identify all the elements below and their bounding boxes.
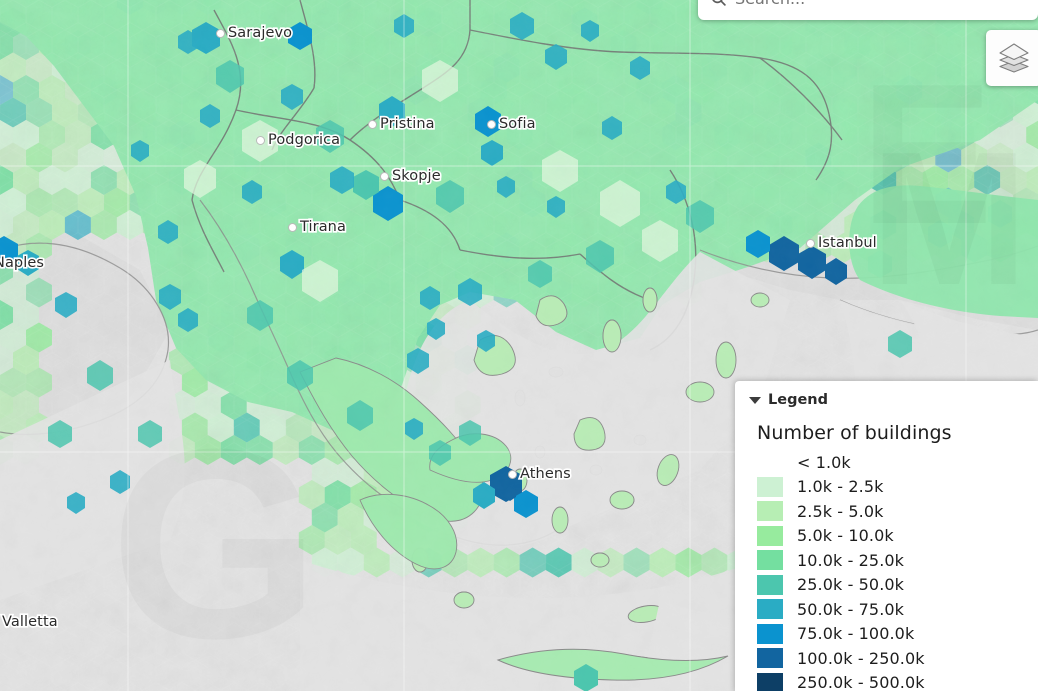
- legend-entry[interactable]: 50.0k - 75.0k: [757, 597, 1038, 622]
- legend-entry[interactable]: 75.0k - 100.0k: [757, 622, 1038, 647]
- legend-entry-label: 5.0k - 10.0k: [797, 526, 894, 546]
- legend-entry[interactable]: 5.0k - 10.0k: [757, 524, 1038, 549]
- legend-swatch: [757, 550, 783, 571]
- legend-swatch: [757, 599, 783, 620]
- legend-entry-list: < 1.0k 1.0k - 2.5k 2.5k - 5.0k 5.0k - 10.0k…: [757, 450, 1038, 691]
- legend-swatch: [757, 476, 783, 497]
- layers-stack-icon: [999, 43, 1029, 73]
- layers-control-button[interactable]: [986, 30, 1038, 86]
- legend-swatch: [757, 574, 783, 595]
- legend-swatch: [757, 525, 783, 546]
- legend-entry[interactable]: < 1.0k: [757, 450, 1038, 475]
- legend-swatch: [757, 672, 783, 691]
- legend-entry-label: 250.0k - 500.0k: [797, 673, 925, 691]
- search-input[interactable]: [735, 0, 1026, 8]
- search-icon: [710, 0, 727, 7]
- legend-entry-label: 25.0k - 50.0k: [797, 575, 905, 595]
- chevron-down-icon[interactable]: [749, 396, 761, 404]
- legend-panel[interactable]: Legend Number of buildings < 1.0k 1.0k - …: [735, 381, 1038, 691]
- legend-entry[interactable]: 2.5k - 5.0k: [757, 499, 1038, 524]
- legend-entry-label: 50.0k - 75.0k: [797, 599, 905, 619]
- legend-entry[interactable]: 100.0k - 250.0k: [757, 646, 1038, 671]
- search-bar[interactable]: [698, 0, 1038, 20]
- legend-entry-label: 75.0k - 100.0k: [797, 624, 915, 644]
- legend-entry-label: 10.0k - 25.0k: [797, 550, 905, 570]
- legend-heading: Number of buildings: [757, 422, 952, 444]
- legend-entry-label: 2.5k - 5.0k: [797, 501, 884, 521]
- legend-title: Legend: [768, 392, 828, 408]
- legend-body: Number of buildings < 1.0k 1.0k - 2.5k 2.5…: [735, 408, 1038, 691]
- legend-entry[interactable]: 25.0k - 50.0k: [757, 573, 1038, 598]
- legend-swatch: [757, 501, 783, 522]
- legend-entry-label: 100.0k - 250.0k: [797, 648, 925, 668]
- legend-header[interactable]: Legend: [735, 381, 1038, 408]
- legend-swatch: [757, 452, 783, 472]
- legend-swatch: [757, 623, 783, 644]
- legend-entry[interactable]: 250.0k - 500.0k: [757, 671, 1038, 691]
- legend-entry-label: 1.0k - 2.5k: [797, 477, 884, 497]
- legend-entry[interactable]: 1.0k - 2.5k: [757, 475, 1038, 500]
- legend-swatch: [757, 648, 783, 669]
- legend-entry-label: < 1.0k: [797, 452, 851, 472]
- legend-entry[interactable]: 10.0k - 25.0k: [757, 548, 1038, 573]
